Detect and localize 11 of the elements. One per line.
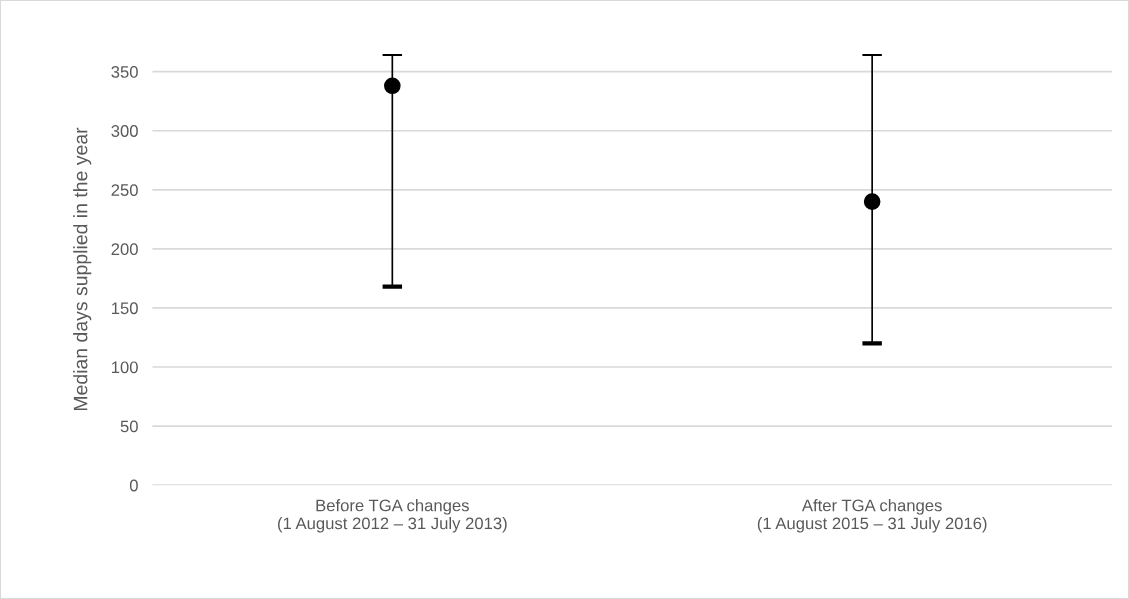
x-tick-label: After TGA changes (1 August 2015 – 31 July 2016) [757, 499, 987, 533]
x-tick-label: Before TGA changes (1 August 2012 – 31 July 2013) [278, 499, 507, 533]
y-tick-label: 0 [129, 479, 138, 492]
y-tick-label: 200 [111, 243, 138, 256]
y-tick-label: 50 [120, 420, 138, 433]
y-tick-label: 150 [111, 302, 138, 315]
y-tick-label: 300 [111, 125, 138, 137]
y-axis-title: Median days supplied in the year [73, 127, 92, 411]
y-tick-label: 100 [111, 361, 138, 374]
y-tick-label: 250 [111, 184, 138, 196]
y-tick-label: 350 [111, 66, 138, 78]
